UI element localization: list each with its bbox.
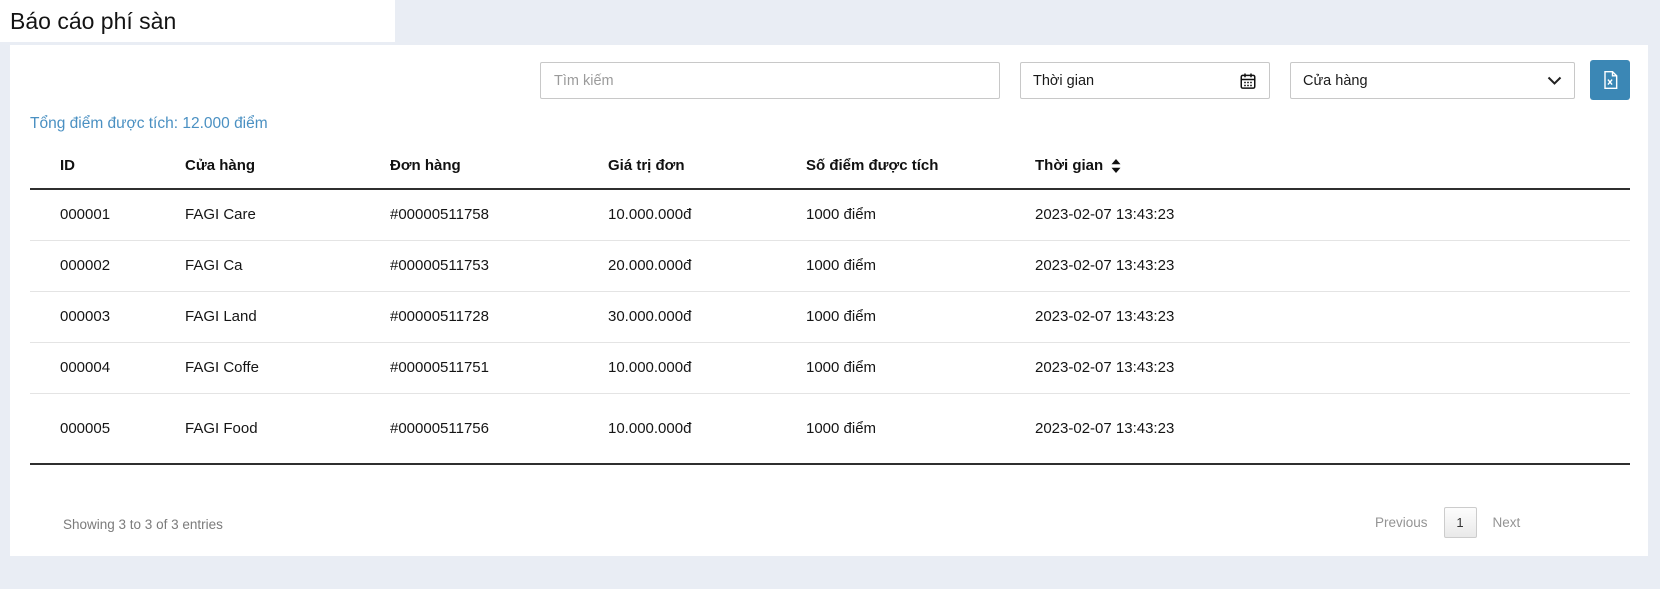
report-table: ID Cửa hàng Đơn hàng Giá trị đơn Số điểm… bbox=[30, 143, 1630, 465]
cell-id: 000002 bbox=[30, 240, 155, 292]
title-bar bbox=[0, 0, 395, 42]
cell-time: 2023-02-07 13:43:23 bbox=[1005, 393, 1630, 465]
cell-points: 1000 điểm bbox=[776, 240, 1005, 292]
cell-store: FAGI Coffe bbox=[155, 342, 360, 394]
column-header-store: Cửa hàng bbox=[155, 143, 360, 190]
cell-value: 20.000.000đ bbox=[578, 240, 776, 292]
store-filter-label: Cửa hàng bbox=[1303, 72, 1368, 89]
column-header-time-label: Thời gian bbox=[1035, 157, 1104, 174]
report-card: Thời gian Cửa hàng bbox=[10, 45, 1648, 556]
cell-points: 1000 điểm bbox=[776, 393, 1005, 465]
cell-value: 10.000.000đ bbox=[578, 189, 776, 241]
date-filter[interactable]: Thời gian bbox=[1020, 62, 1270, 99]
table-row: 000002 FAGI Ca #00000511753 20.000.000đ … bbox=[30, 240, 1630, 292]
table-header-row: ID Cửa hàng Đơn hàng Giá trị đơn Số điểm… bbox=[30, 143, 1630, 190]
column-header-points: Số điểm được tích bbox=[776, 143, 1005, 190]
pagination-previous[interactable]: Previous bbox=[1375, 515, 1428, 530]
cell-id: 000004 bbox=[30, 342, 155, 394]
cell-id: 000005 bbox=[30, 393, 155, 465]
excel-file-icon bbox=[1600, 70, 1620, 90]
entries-info: Showing 3 to 3 of 3 entries bbox=[63, 517, 223, 532]
cell-store: FAGI Ca bbox=[155, 240, 360, 292]
chevron-down-icon bbox=[1547, 76, 1562, 85]
pagination-next[interactable]: Next bbox=[1492, 515, 1521, 530]
search-input[interactable] bbox=[540, 62, 1000, 99]
column-header-time[interactable]: Thời gian bbox=[1005, 143, 1630, 190]
table-row: 000001 FAGI Care #00000511758 10.000.000… bbox=[30, 189, 1630, 241]
calendar-icon bbox=[1239, 72, 1257, 90]
total-points-summary: Tổng điểm được tích: 12.000 điểm bbox=[30, 115, 268, 132]
cell-id: 000003 bbox=[30, 291, 155, 343]
store-filter[interactable]: Cửa hàng bbox=[1290, 62, 1575, 99]
cell-points: 1000 điểm bbox=[776, 342, 1005, 394]
table-row: 000004 FAGI Coffe #00000511751 10.000.00… bbox=[30, 342, 1630, 394]
column-header-value: Giá trị đơn bbox=[578, 143, 776, 190]
sort-icon[interactable] bbox=[1111, 158, 1121, 173]
cell-time: 2023-02-07 13:43:23 bbox=[1005, 342, 1630, 394]
cell-order: #00000511758 bbox=[360, 189, 578, 241]
date-filter-label: Thời gian bbox=[1033, 72, 1095, 89]
export-excel-button[interactable] bbox=[1590, 60, 1630, 100]
cell-value: 30.000.000đ bbox=[578, 291, 776, 343]
cell-time: 2023-02-07 13:43:23 bbox=[1005, 291, 1630, 343]
cell-store: FAGI Land bbox=[155, 291, 360, 343]
cell-time: 2023-02-07 13:43:23 bbox=[1005, 189, 1630, 241]
cell-value: 10.000.000đ bbox=[578, 342, 776, 394]
cell-value: 10.000.000đ bbox=[578, 393, 776, 465]
cell-order: #00000511728 bbox=[360, 291, 578, 343]
pagination-page-1[interactable]: 1 bbox=[1443, 507, 1477, 538]
column-header-id: ID bbox=[30, 143, 155, 190]
table-row: 000003 FAGI Land #00000511728 30.000.000… bbox=[30, 291, 1630, 343]
cell-order: #00000511756 bbox=[360, 393, 578, 465]
cell-order: #00000511751 bbox=[360, 342, 578, 394]
cell-store: FAGI Care bbox=[155, 189, 360, 241]
cell-points: 1000 điểm bbox=[776, 189, 1005, 241]
cell-points: 1000 điểm bbox=[776, 291, 1005, 343]
column-header-order: Đơn hàng bbox=[360, 143, 578, 190]
table-row: 000005 FAGI Food #00000511756 10.000.000… bbox=[30, 393, 1630, 465]
cell-time: 2023-02-07 13:43:23 bbox=[1005, 240, 1630, 292]
cell-store: FAGI Food bbox=[155, 393, 360, 465]
pagination: Previous 1 Next bbox=[1375, 507, 1520, 538]
cell-order: #00000511753 bbox=[360, 240, 578, 292]
page-title: Báo cáo phí sàn bbox=[10, 8, 177, 34]
cell-id: 000001 bbox=[30, 189, 155, 241]
